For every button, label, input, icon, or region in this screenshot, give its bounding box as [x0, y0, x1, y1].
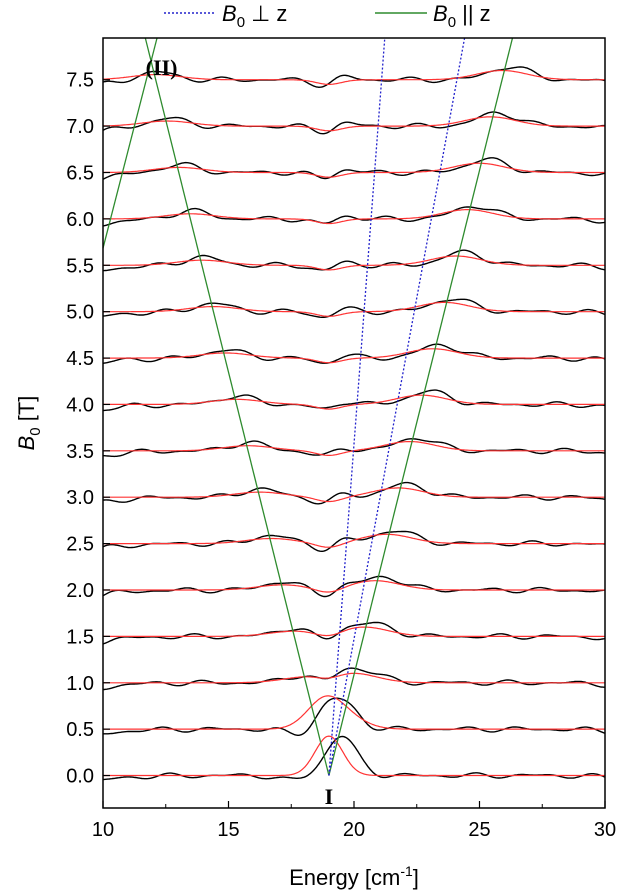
plot-frame [102, 37, 606, 809]
parallel-line-upper [328, 37, 514, 776]
simulation-trace [103, 735, 605, 777]
experiment-trace [103, 697, 606, 736]
y-tick-label: 5.5 [66, 255, 94, 277]
experiment-trace [102, 389, 606, 412]
y-tick-label: 1.5 [66, 626, 94, 648]
simulation-trace [103, 162, 605, 178]
y-tick-label: 3.0 [66, 487, 94, 509]
y-tick-label: 0.5 [66, 719, 94, 741]
legend: B0 ⊥ z B0 || z [164, 1, 491, 31]
parallel-line-lower [144, 37, 330, 776]
y-tick-label: 3.5 [66, 441, 94, 463]
experiment-trace [102, 343, 606, 365]
x-tick-label: 10 [92, 819, 114, 841]
simulation-trace [103, 394, 605, 410]
x-tick-label: 25 [468, 819, 490, 841]
simulation-trace [103, 580, 605, 593]
x-tick-label: 30 [594, 819, 616, 841]
experiment-trace [102, 157, 606, 180]
guide-lines [102, 37, 514, 776]
y-tick-label: 4.0 [66, 394, 94, 416]
simulation-trace [103, 348, 605, 364]
y-tick-label: 1.0 [66, 673, 94, 695]
experiment-trace [102, 249, 606, 272]
y-tick-label: 7.5 [66, 70, 94, 92]
spectra-traces [102, 66, 606, 781]
y-tick-label: 2.5 [66, 534, 94, 556]
simulation-trace [102, 69, 605, 85]
y-tick-label: 6.5 [66, 163, 94, 185]
experiment-trace [102, 206, 606, 227]
y-axis-label: B0 [T] [14, 396, 44, 451]
simulation-trace [103, 533, 605, 548]
y-tick-label: 5.0 [66, 302, 94, 324]
experiment-trace [102, 481, 606, 505]
simulation-trace [103, 487, 605, 503]
experiment-trace [103, 667, 605, 691]
y-tick-label: 7.0 [66, 116, 94, 138]
experiment-trace [102, 621, 606, 645]
simulation-trace [103, 626, 605, 637]
experiment-trace [102, 111, 605, 135]
experiment-trace [102, 575, 606, 598]
simulation-trace [103, 255, 605, 271]
annotation-II: (II) [146, 55, 178, 80]
simulation-trace [103, 301, 605, 317]
experiment-trace [102, 530, 606, 552]
y-tick-label: 4.5 [66, 348, 94, 370]
annotation-I: I [325, 784, 334, 809]
experiment-trace [102, 735, 606, 781]
simulation-trace [103, 695, 605, 730]
simulation-trace [103, 116, 605, 132]
experiment-trace [102, 66, 606, 89]
y-tick-label: 6.0 [66, 209, 94, 231]
line-II [102, 37, 158, 249]
axis-ticks: 10 15 20 25 30 0.0 0.5 1.0 1.5 2.0 2.5 3.0 3.5 4.0 4.5… [66, 70, 616, 841]
x-axis-label: Energy [cm-1] [289, 863, 419, 890]
experiment-trace [102, 298, 606, 318]
legend-label-perpendicular: B0 ⊥ z [222, 1, 287, 31]
x-tick-label: 20 [343, 819, 365, 841]
perpendicular-line-1 [328, 37, 466, 776]
y-tick-label: 0.0 [66, 766, 94, 788]
simulation-trace [103, 209, 605, 225]
y-tick-label: 2.0 [66, 580, 94, 602]
legend-label-parallel: B0 || z [433, 1, 491, 31]
x-tick-label: 15 [217, 819, 239, 841]
perpendicular-line-0 [328, 37, 386, 776]
